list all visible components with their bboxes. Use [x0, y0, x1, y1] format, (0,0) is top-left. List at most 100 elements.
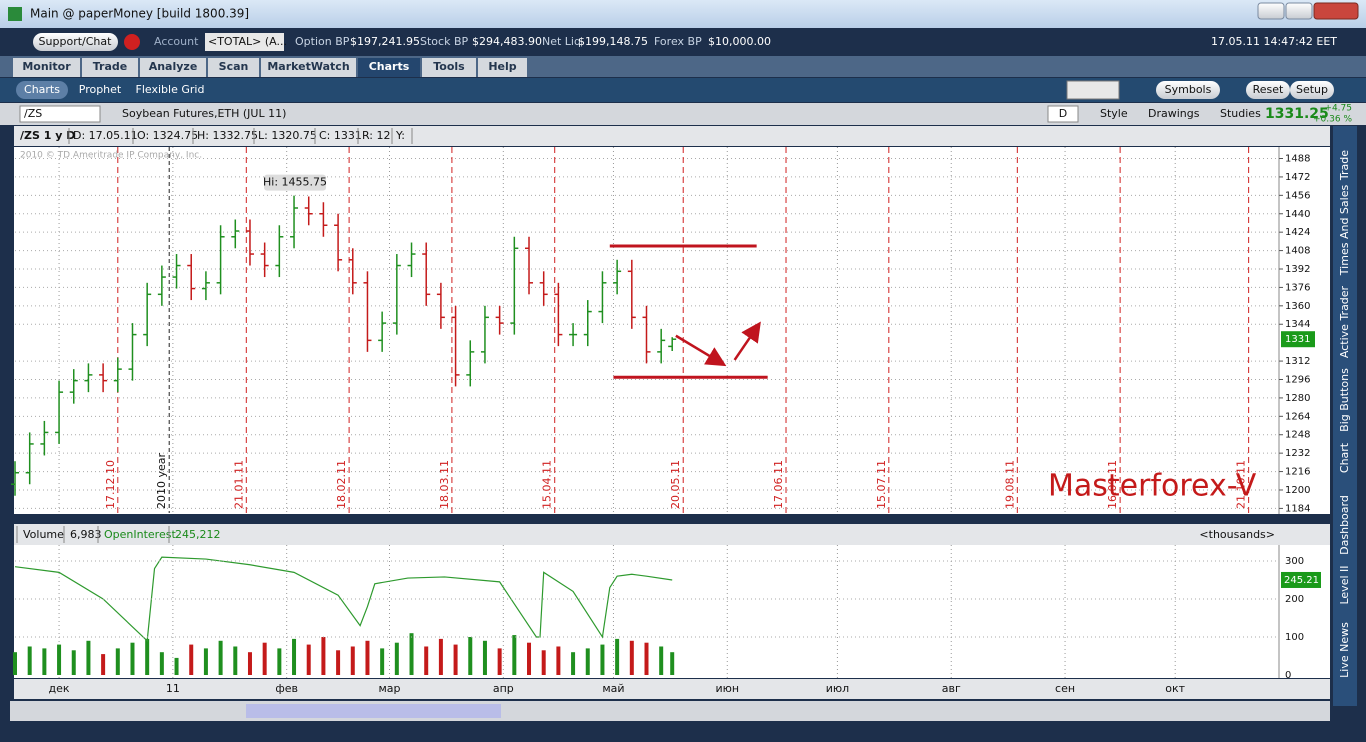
last-price: 1331.25: [1265, 106, 1329, 122]
y-tick-label: 1312: [1285, 356, 1310, 367]
volume-bar: [277, 648, 282, 675]
subtab: Prophet: [79, 83, 122, 96]
y-tick-label: 200: [1285, 594, 1304, 605]
volume-bar: [336, 650, 341, 675]
tab-label: Tools: [433, 60, 465, 73]
drawing: [675, 334, 727, 367]
y-tick-label: 1344: [1285, 319, 1310, 330]
volume-bar: [556, 646, 561, 675]
volume-bar: [409, 633, 414, 675]
tab[interactable]: [140, 58, 206, 77]
x-tick-label: авг: [942, 682, 961, 695]
volume-bar: [101, 654, 106, 675]
volume-bar: [203, 648, 208, 675]
units-label: <thousands>: [1199, 528, 1275, 541]
side-tab[interactable]: Big Buttons: [1338, 368, 1351, 432]
tab[interactable]: [261, 58, 356, 77]
volume-bar: [644, 642, 649, 675]
volume-bar: [585, 648, 590, 675]
symbol-bar-button[interactable]: Studies: [1220, 107, 1261, 120]
tab[interactable]: [208, 58, 259, 77]
subtab: Charts: [24, 83, 60, 96]
symbol-input[interactable]: [19, 105, 101, 123]
info-item: D: 17.05.11: [73, 129, 138, 142]
volume-bar: [115, 648, 120, 675]
tab[interactable]: [358, 58, 420, 77]
volume-bar: [365, 640, 370, 675]
app-icon: [8, 7, 22, 21]
change-pct: +0.36 %: [1313, 115, 1352, 125]
volume-bar: [130, 642, 135, 675]
close[interactable]: [1313, 2, 1359, 20]
side-tab[interactable]: Times And Sales: [1338, 185, 1351, 277]
volume-bar: [218, 640, 223, 675]
toolbar-button[interactable]: [1290, 81, 1334, 99]
tab[interactable]: [82, 58, 138, 77]
volume-bar: [57, 644, 62, 675]
year-marker-label: 2010 year: [155, 452, 168, 509]
account-item-label: Stock BP: [420, 35, 468, 48]
color-box[interactable]: [1066, 80, 1120, 100]
side-tab[interactable]: Level II: [1338, 565, 1351, 604]
volume-bar: [174, 657, 179, 675]
scroll-bar: [10, 701, 1330, 721]
volume-bar: [42, 648, 47, 675]
scroll-thumb[interactable]: [246, 704, 501, 718]
y-tick-label: 1296: [1285, 374, 1310, 385]
account-label: Account: [154, 35, 199, 48]
x-tick-label: окт: [1165, 682, 1185, 695]
account-item-label: Option BP: [295, 35, 350, 48]
subtab-active[interactable]: [16, 81, 68, 99]
minimize[interactable]: [1257, 2, 1285, 20]
alert-icon[interactable]: [124, 34, 140, 50]
y-tick-label: 1200: [1285, 485, 1310, 496]
annotation: Masterforex-V: [1048, 469, 1257, 504]
y-tick-label: 1408: [1285, 246, 1310, 257]
side-tab[interactable]: Trade: [1338, 150, 1351, 181]
side-tab[interactable]: Active Trader: [1338, 285, 1351, 358]
maximize[interactable]: [1285, 2, 1313, 20]
tab[interactable]: [478, 58, 527, 77]
toolbar-button[interactable]: [1156, 81, 1220, 99]
account-item-value: $294,483.90: [472, 35, 542, 48]
account-item-value: $199,148.75: [578, 35, 648, 48]
volume-bar: [600, 644, 605, 675]
symbol-bar-button[interactable]: Drawings: [1148, 107, 1200, 120]
tab-label: MarketWatch: [267, 60, 349, 73]
side-tab[interactable]: Live News: [1338, 622, 1351, 678]
last-price-box: [1281, 331, 1315, 348]
y-tick-label: 300: [1285, 556, 1304, 567]
high-label-box: [264, 174, 327, 191]
volume-bar: [233, 646, 238, 675]
legend-item: 245,212: [175, 528, 221, 541]
account-select[interactable]: [205, 33, 284, 51]
oi-last-label: 245.21: [1284, 575, 1319, 586]
y-tick-label: 1360: [1285, 301, 1310, 312]
side-tab[interactable]: Chart: [1338, 442, 1351, 473]
tab-label: Help: [488, 60, 516, 73]
info-item: R: 12: [362, 129, 391, 142]
volume-header: [14, 524, 1330, 545]
toolbar-button[interactable]: [1246, 81, 1290, 99]
y-tick-label: 1216: [1285, 467, 1310, 478]
tab[interactable]: [13, 58, 80, 77]
volume-bar: [438, 638, 443, 675]
legend-item: 6,983: [70, 528, 102, 541]
side-tab[interactable]: Dashboard: [1338, 495, 1351, 555]
tab-label: Analyze: [149, 60, 198, 73]
support-button[interactable]: [33, 33, 118, 51]
tab[interactable]: [422, 58, 476, 77]
x-tick-label: май: [602, 682, 624, 695]
open-interest-line: [14, 556, 673, 643]
volume-bar: [27, 646, 32, 675]
info-item: Y:: [395, 129, 405, 142]
volume-bar: [292, 638, 297, 675]
period-box[interactable]: [1047, 105, 1079, 123]
volume-bar: [670, 652, 675, 675]
account-item-label: Net Liq: [542, 35, 581, 48]
symbol-bar-button[interactable]: Style: [1100, 107, 1128, 120]
window-title: Main @ paperMoney [build 1800.39]: [30, 7, 249, 21]
subtab: Flexible Grid: [136, 83, 205, 96]
change: +4.75: [1324, 104, 1352, 114]
date-marker-label: 15.04.11: [541, 460, 554, 509]
